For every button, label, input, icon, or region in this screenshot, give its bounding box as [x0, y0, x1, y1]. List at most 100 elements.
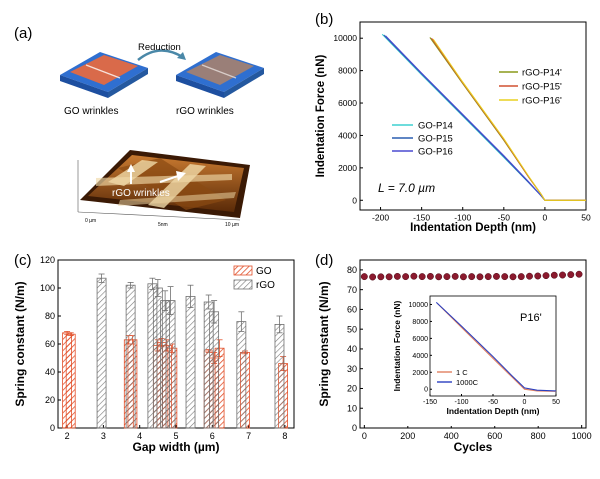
y-tick-label: 40	[45, 367, 55, 377]
y-tick-label: 4000	[338, 130, 357, 140]
legend-label: rGO-P16'	[522, 96, 562, 107]
afm-arrowhead-up	[127, 164, 135, 172]
data-point	[377, 273, 385, 281]
legend-label: GO	[256, 266, 272, 277]
afm-image: rGO wrinkles 0 µm 5nm 10 µm	[77, 150, 250, 228]
y-tick-label: 6000	[338, 98, 357, 108]
rgo-film-illustration	[176, 52, 264, 98]
plot-frame	[359, 21, 587, 211]
y-tick-label: 8000	[338, 66, 357, 76]
y-tick-label: 40	[347, 344, 357, 354]
inset-y-axis-label: Indentation Force (nN)	[392, 301, 402, 392]
y-tick-label: 0	[352, 195, 357, 205]
y-tick-label: 30	[347, 364, 357, 374]
y-tick-label: 10	[347, 403, 357, 413]
legend-swatch	[233, 279, 253, 290]
x-tick-label: 3	[101, 431, 106, 441]
x-tick-label: 400	[444, 431, 459, 441]
y-axis-label: Indentation Force (nN)	[315, 55, 327, 178]
inset-x-tick-label: 50	[552, 399, 560, 406]
legend-label: GO-P15	[418, 134, 453, 145]
y-tick-label: 80	[347, 265, 357, 275]
go-film-illustration	[60, 52, 148, 98]
x-tick-label: 600	[487, 431, 502, 441]
x-tick-label: 6	[210, 431, 215, 441]
series-line-1	[383, 34, 586, 201]
y-tick-label: 2000	[338, 163, 357, 173]
y-axis-label: Spring constant (N/m)	[317, 281, 331, 406]
panel-label-c: (c)	[14, 252, 32, 269]
y-tick-label: 60	[45, 339, 55, 349]
go-wrinkles-label: GO wrinkles	[64, 106, 118, 117]
data-point	[435, 273, 443, 281]
data-point	[517, 273, 525, 281]
x-tick-label: 8	[282, 431, 287, 441]
x-tick-label: 2	[65, 431, 70, 441]
data-point	[459, 273, 467, 281]
x-tick-label: 50	[581, 213, 591, 223]
spring-cycles-chart: 0 200 400 600 800 100001020304050607080Cycles…	[317, 259, 592, 454]
plot-frame	[359, 259, 587, 429]
bar	[209, 311, 220, 429]
x-tick-label: -150	[413, 213, 430, 223]
y-tick-label: 0	[352, 423, 357, 433]
y-tick-label: 0	[50, 423, 55, 433]
data-point	[484, 273, 492, 281]
inset-legend-label: 1 C	[456, 368, 468, 377]
data-point	[509, 273, 517, 281]
data-point	[550, 271, 558, 279]
x-tick-label: -200	[372, 213, 389, 223]
inset-x-tick-label: -100	[454, 399, 468, 406]
x-tick-label: 0	[362, 431, 367, 441]
data-point	[410, 272, 418, 280]
inset-x-tick-label: 0	[523, 399, 527, 406]
reduction-arrowhead	[177, 52, 186, 60]
y-tick-label: 100	[40, 283, 55, 293]
inset-y-tick-label: 6000	[412, 336, 428, 343]
inset-x-axis-label: Indentation Depth (nm)	[446, 406, 539, 416]
afm-axis-mid: 5nm	[158, 222, 168, 228]
reduction-label: Reduction	[138, 42, 181, 53]
series-line-4	[431, 37, 586, 201]
y-tick-label: 50	[347, 324, 357, 334]
inset-y-tick-label: 4000	[412, 353, 428, 360]
data-point	[418, 273, 426, 281]
x-tick-label: 5	[173, 431, 178, 441]
inset-y-tick-label: 0	[424, 387, 428, 394]
inset-x-tick-label: -50	[488, 399, 498, 406]
inset-y-tick-label: 2000	[412, 370, 428, 377]
legend-swatch	[233, 265, 253, 276]
x-tick-label: 7	[246, 431, 251, 441]
data-point	[393, 272, 401, 280]
y-tick-label: 20	[347, 384, 357, 394]
data-point	[369, 273, 377, 281]
y-tick-label: 60	[347, 305, 357, 315]
data-point	[526, 272, 533, 280]
series-line-2	[385, 35, 586, 201]
schematic-panel: Reduction GO wrinkles rGO wrinkles rGO w…	[60, 42, 264, 228]
bar	[125, 284, 136, 429]
inset-background	[390, 294, 558, 426]
inset-annotation: P16'	[520, 312, 542, 324]
data-point	[559, 271, 566, 279]
series-line-0	[381, 33, 586, 201]
y-axis-label: Spring constant (N/m)	[13, 281, 27, 406]
y-tick-label: 70	[347, 285, 357, 295]
inset-y-tick-label: 8000	[412, 319, 428, 326]
y-tick-label: 80	[45, 311, 55, 321]
x-tick-label: 1000	[572, 431, 592, 441]
afm-arrowhead-right	[176, 171, 186, 181]
data-point	[476, 273, 484, 281]
x-tick-label: -50	[498, 213, 511, 223]
data-point	[385, 273, 393, 281]
data-point	[360, 273, 368, 281]
bar	[185, 295, 196, 429]
y-tick-label: 10000	[333, 33, 357, 43]
x-axis-label: Cycles	[454, 440, 493, 454]
bar	[65, 333, 76, 429]
series-line-3	[429, 37, 586, 201]
x-tick-label: 0	[543, 213, 548, 223]
annotation-length: L = 7.0 µm	[378, 181, 435, 195]
y-tick-label: 120	[40, 255, 55, 265]
